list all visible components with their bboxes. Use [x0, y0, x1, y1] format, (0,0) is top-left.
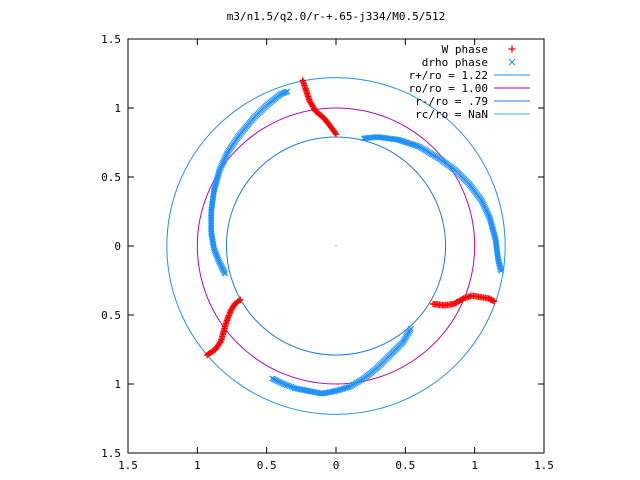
series-0-arm-2-point-end — [237, 296, 244, 304]
x-tick-label-6: 1.5 — [534, 459, 554, 472]
series-1-arm-1-point-6-0 — [216, 167, 223, 174]
series-1-arm-2-point-10-6 — [497, 266, 504, 273]
x-tick-label-1: 1 — [194, 459, 201, 472]
y-tick-label-3: 0 — [114, 240, 121, 253]
series-0-arm-1 — [429, 292, 498, 309]
data-series — [203, 77, 505, 397]
legend-label-1: drho phase — [422, 56, 488, 69]
y-tick-label-0: 1.5 — [101, 33, 121, 46]
series-1-arm-1-point-1-4 — [214, 253, 221, 260]
series-1-arm-1-point-6-3 — [218, 162, 225, 169]
series-1 — [208, 88, 505, 397]
origin-dot — [335, 245, 337, 247]
series-1-arm-2-point-end — [498, 267, 505, 274]
series-1-arm-2-point-7-0 — [478, 197, 485, 204]
legend-label-3: ro/ro = 1.00 — [409, 82, 488, 95]
chart-title: m3/n1.5/q2.0/r-+.65-j334/M0.5/512 — [227, 10, 446, 23]
series-1-arm-0-point-1-1 — [279, 380, 286, 387]
series-1-arm-2-point-7-7 — [483, 207, 490, 214]
series-0-arm-1-point-6-3 — [489, 297, 496, 304]
series-1-arm-2-point-7-3 — [480, 201, 487, 208]
series-1-arm-2-point-7-4 — [481, 203, 488, 210]
series-1-arm-1 — [208, 88, 291, 277]
series-1-arm-1-point-6-6 — [220, 158, 227, 165]
series-1-arm-0-point-1-5 — [285, 382, 292, 389]
series-1-arm-2-point-7-9 — [484, 210, 491, 217]
series-1-arm-1-point-6-5 — [219, 159, 226, 166]
legend-label-5: rc/ro = NaN — [415, 108, 488, 121]
series-1-arm-0-point-1-0 — [277, 379, 284, 386]
series-0-arm-1-point-end — [490, 298, 498, 305]
y-tick-label-2: 0.5 — [101, 171, 121, 184]
series-1-arm-1-point-1-6 — [212, 250, 219, 257]
y-tick-label-1: 1 — [114, 102, 121, 115]
series-1-arm-1-point-1-5 — [213, 251, 220, 258]
series-1-arm-1-point-6-7 — [221, 156, 228, 163]
series-1-arm-0 — [269, 325, 414, 397]
series-1-arm-0-point-1-7 — [288, 383, 295, 390]
series-1-arm-1-point-1-1 — [215, 258, 222, 265]
series-0-arm-1-point-2-6 — [458, 296, 466, 303]
series-1-arm-0-point-1-3 — [282, 381, 289, 388]
series-0-arm-0 — [299, 77, 340, 138]
series-0-arm-0-point-6-2 — [331, 129, 339, 137]
legend-marker-1 — [508, 58, 516, 66]
series-1-arm-0-point-end — [407, 325, 414, 332]
series-0-arm-2 — [203, 296, 244, 359]
x-tick-label-0: 1.5 — [118, 459, 138, 472]
series-1-arm-1-point-11-4 — [283, 89, 290, 95]
series-1-arm-1-point-6-10 — [223, 152, 230, 159]
series-1-arm-1-point-1-0 — [216, 259, 223, 266]
reference-circle-1 — [196, 107, 476, 385]
legend-marker-0 — [508, 45, 516, 53]
legend-label-4: r-/ro = .79 — [415, 95, 488, 108]
series-1-arm-1-point-6-2 — [217, 164, 224, 171]
axis-ticks: 1.5 1 0.5 0 0.5 1 1.51.510.500.511.5 — [101, 33, 554, 472]
legend-label-0: W phase — [442, 43, 488, 56]
series-1-arm-1-point-6-8 — [222, 155, 229, 162]
series-1-arm-2 — [360, 133, 505, 274]
y-tick-label-6: 1.5 — [101, 447, 121, 460]
series-0-arm-2-point-1-5 — [216, 339, 224, 346]
series-1-arm-2-point-7-2 — [479, 200, 486, 207]
series-1-arm-2-point-7-6 — [482, 206, 489, 213]
series-1-arm-1-point-6-4 — [219, 161, 226, 168]
series-1-arm-0-point-1-4 — [283, 382, 290, 389]
series-0-arm-0-point-end — [332, 131, 340, 138]
series-1-arm-1-point-1-3 — [214, 254, 221, 261]
y-tick-label-5: 1 — [114, 378, 121, 391]
series-1-arm-2-point-7-10 — [485, 212, 492, 219]
series-0-arm-2-point-6-3 — [235, 297, 243, 305]
series-1-arm-0-point-1-2 — [280, 380, 287, 387]
series-1-arm-2-point-7-8 — [484, 209, 491, 216]
x-tick-label-3: 0 — [333, 459, 340, 472]
series-1-arm-1-point-end — [284, 88, 291, 95]
x-tick-label-5: 1 — [471, 459, 478, 472]
series-1-arm-1-point-6-1 — [217, 165, 224, 172]
series-1-arm-1-point-1-7 — [212, 248, 219, 255]
y-tick-label-4: 0.5 — [101, 309, 121, 322]
x-tick-label-4: 0.5 — [395, 459, 415, 472]
series-1-arm-2-point-7-5 — [482, 204, 489, 211]
series-0 — [203, 77, 498, 359]
series-1-arm-2-point-7-1 — [479, 198, 486, 205]
x-tick-label-2: 0.5 — [257, 459, 277, 472]
reference-circle-0 — [166, 77, 506, 415]
series-1-arm-1-point-1-2 — [215, 256, 222, 263]
series-1-arm-1-point-6-11 — [224, 150, 231, 157]
series-1-arm-1-point-6-9 — [222, 153, 229, 160]
legend-label-2: r+/ro = 1.22 — [409, 69, 488, 82]
series-1-arm-0-point-1-6 — [286, 383, 293, 390]
